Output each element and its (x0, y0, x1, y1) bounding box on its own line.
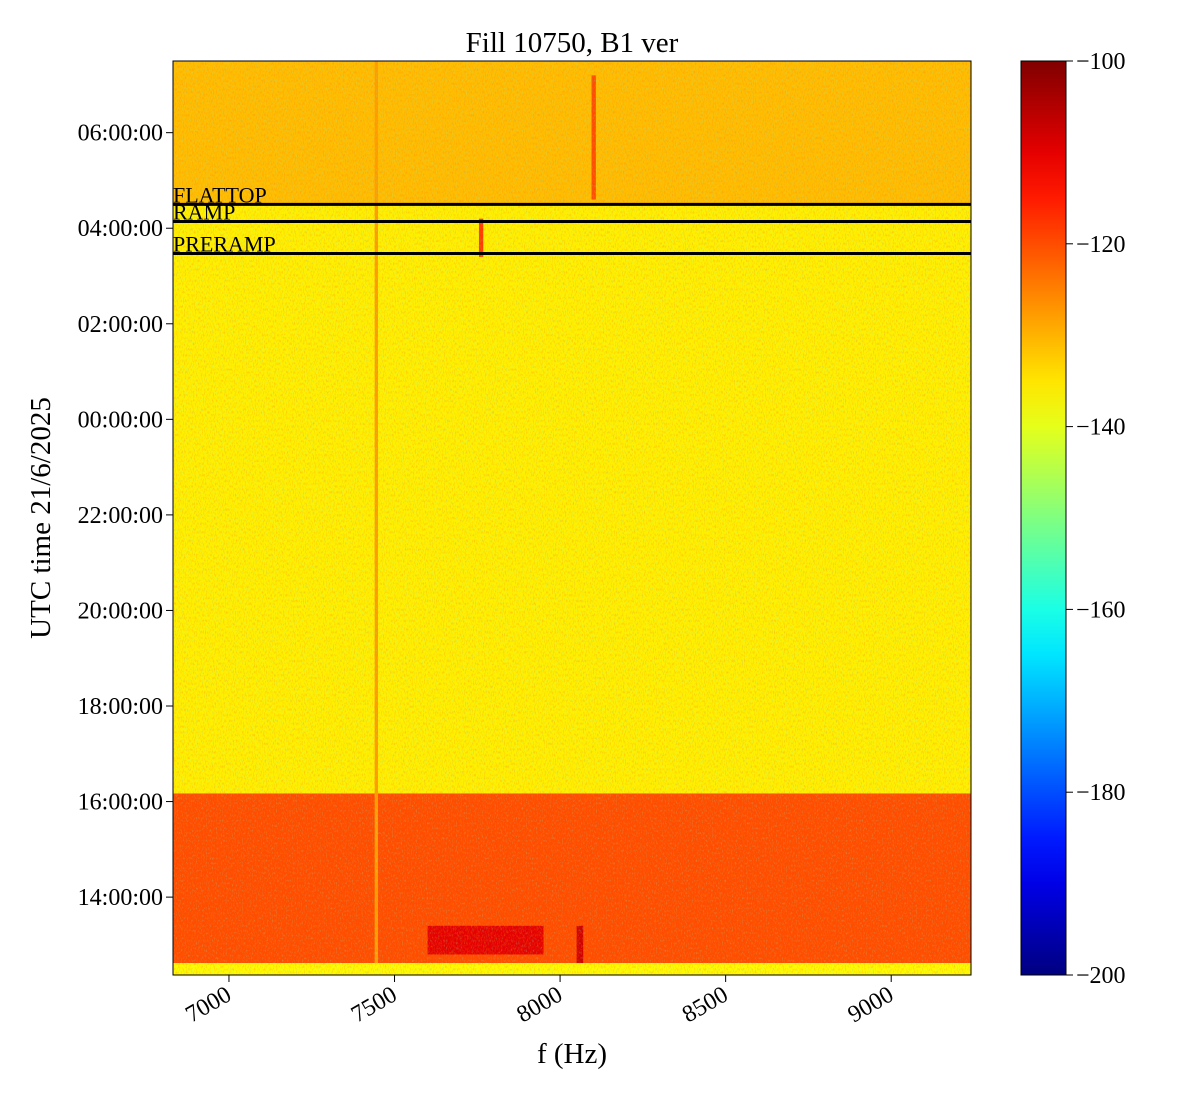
x-tick-label: 8500 (678, 982, 733, 1029)
colorbar-tick-label: −120 (1076, 232, 1126, 258)
x-axis-label: f (Hz) (537, 1038, 607, 1070)
y-tick-label: 16:00:00 (78, 790, 163, 816)
y-tick-label: 04:00:00 (78, 216, 163, 242)
colorbar-tick-label: −140 (1076, 415, 1126, 441)
y-tick-label: 06:00:00 (78, 121, 163, 147)
colorbar-tick-label: −200 (1076, 963, 1126, 989)
y-tick-label: 18:00:00 (78, 694, 163, 720)
y-tick-label: 20:00:00 (78, 598, 163, 624)
chart-title: Fill 10750, B1 ver (466, 27, 679, 59)
y-tick-label: 14:00:00 (78, 885, 163, 911)
plot-area (173, 61, 971, 975)
x-tick-label: 7000 (181, 982, 236, 1029)
y-tick-label: 02:00:00 (78, 312, 163, 338)
phase-label: RAMP (173, 200, 235, 225)
y-tick-label: 00:00:00 (78, 407, 163, 433)
colorbar-tick-label: −160 (1076, 597, 1126, 623)
x-tick-label: 9000 (844, 982, 899, 1029)
y-axis-label: UTC time 21/6/2025 (25, 397, 57, 639)
colorbar (1020, 60, 1067, 976)
colorbar-tick-label: −100 (1076, 49, 1126, 75)
x-tick-label: 8000 (513, 982, 568, 1029)
phase-label: PRERAMP (173, 232, 276, 257)
x-tick-label: 7500 (347, 982, 402, 1029)
y-tick-label: 22:00:00 (78, 503, 163, 529)
noise-texture (173, 61, 971, 975)
colorbar-tick-label: −180 (1076, 780, 1126, 806)
plot-frame (172, 60, 972, 976)
phase-label: FLATTOP (173, 182, 267, 207)
